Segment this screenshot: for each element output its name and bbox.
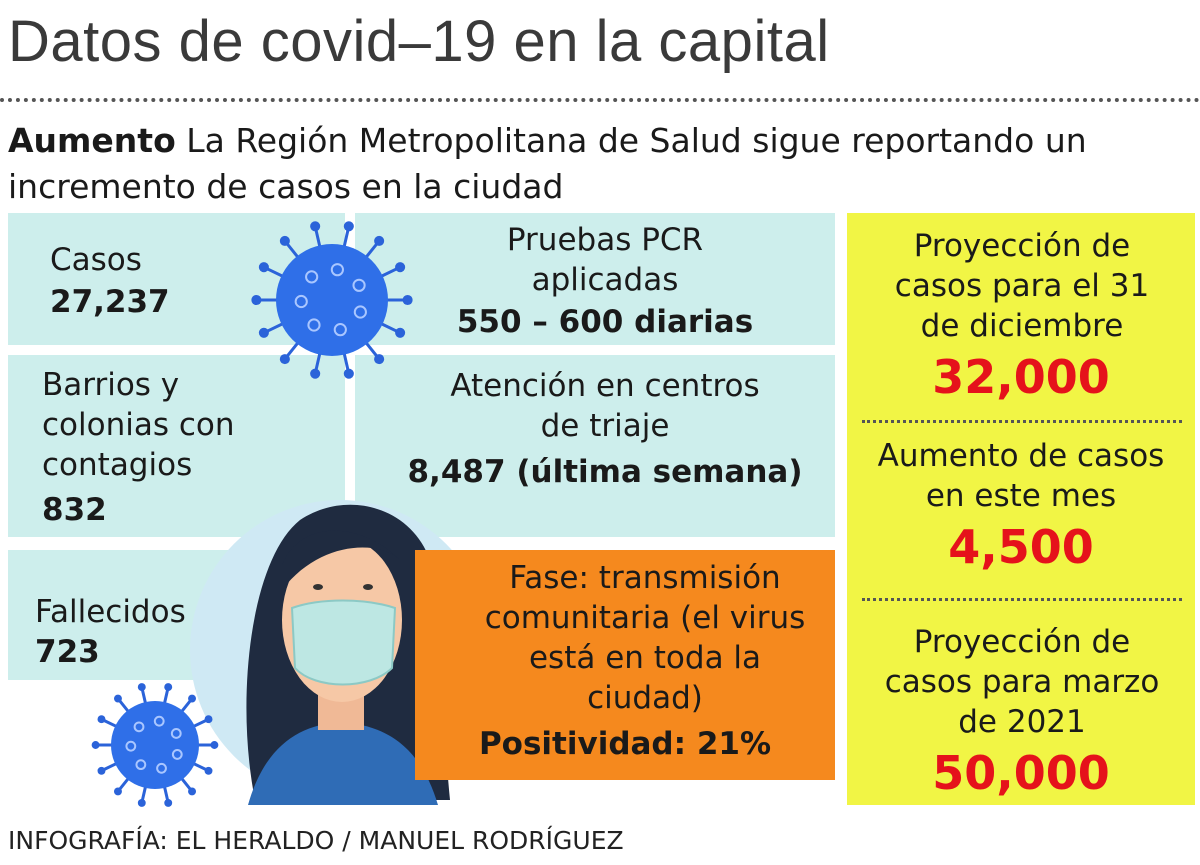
- panel-label: Pruebas PCR aplicadas: [506, 222, 704, 298]
- virus-part: [343, 221, 354, 232]
- shirt: [248, 722, 438, 805]
- virus-part: [125, 740, 137, 752]
- panel-value: 723: [35, 634, 100, 670]
- virus-part: [330, 263, 344, 277]
- virus-part: [258, 262, 269, 273]
- subtitle: La Región Metropolitana de Salud sigue r…: [8, 121, 1087, 206]
- eye: [313, 584, 323, 590]
- virus-part: [333, 323, 347, 337]
- virus-icon: [251, 221, 413, 379]
- virus-part: [97, 766, 106, 775]
- panel-value: 8,487 (última semana): [407, 454, 803, 490]
- panel-bg: [355, 213, 835, 345]
- panel-value: 832: [42, 492, 107, 528]
- virus-part: [164, 798, 173, 807]
- virus-part: [294, 294, 308, 309]
- virus-part: [402, 294, 413, 306]
- panel-value: Positividad: 21%: [478, 726, 772, 762]
- virus-part: [276, 244, 388, 356]
- virus-part: [111, 701, 199, 789]
- virus-part: [310, 221, 321, 232]
- virus-part: [374, 354, 385, 365]
- panel-value: 27,237: [50, 284, 170, 320]
- sidebar-label: Proyección de casos para marzo de 2021: [884, 624, 1160, 740]
- fringe: [282, 530, 400, 590]
- virus-part: [164, 683, 173, 692]
- divider: [0, 98, 1200, 102]
- panel-bg: [355, 355, 835, 537]
- virus-part: [395, 262, 406, 273]
- virus-icon: [91, 683, 219, 807]
- panel-label: Casos: [50, 242, 142, 278]
- virus-part: [251, 294, 262, 306]
- title: Datos de covid–19 en la capital: [8, 9, 830, 74]
- panel-value: 550 – 600 diarias: [456, 304, 754, 340]
- virus-part: [279, 235, 290, 246]
- virus-part: [353, 305, 367, 319]
- virus-part: [114, 787, 122, 796]
- mask: [290, 599, 397, 686]
- virus-part: [97, 715, 106, 724]
- virus-part: [210, 741, 219, 749]
- virus-part: [153, 715, 165, 727]
- sidebar-value: 4,500: [948, 520, 1094, 574]
- virus-part: [204, 715, 213, 724]
- panel-label: Fallecidos: [35, 594, 186, 630]
- virus-part: [305, 270, 319, 284]
- virus-part: [188, 787, 196, 796]
- phase-panel: [415, 550, 835, 780]
- sidebar: [847, 213, 1195, 805]
- virus-part: [91, 741, 100, 749]
- virus-part: [170, 728, 182, 739]
- credit: INFOGRAFÍA: EL HERALDO / MANUEL RODRÍGUE…: [8, 826, 624, 855]
- subtitle-block: Aumento La Región Metropolitana de Salud…: [8, 118, 1178, 210]
- virus-part: [171, 749, 183, 760]
- virus-part: [395, 327, 406, 338]
- virus-part: [188, 694, 196, 703]
- sidebar-label: Proyección de casos para el 31 de diciem…: [894, 228, 1150, 344]
- virus-part: [307, 318, 321, 332]
- sidebar-label: Aumento de casos en este mes: [877, 438, 1165, 514]
- virus-part: [137, 798, 146, 807]
- virus-part: [133, 721, 145, 733]
- sidebar-value: 50,000: [932, 746, 1110, 800]
- virus-part: [352, 278, 366, 292]
- panel-label: Barrios y colonias con contagios: [42, 367, 235, 483]
- divider: [862, 420, 1182, 423]
- panel-label: Fase: transmisión comunitaria (el virus …: [484, 560, 806, 716]
- virus-part: [156, 762, 167, 774]
- virus-part: [114, 694, 122, 703]
- virus-part: [310, 368, 321, 379]
- virus-part: [204, 766, 213, 775]
- divider: [862, 598, 1182, 601]
- sidebar-value: 32,000: [932, 350, 1110, 404]
- virus-part: [258, 327, 269, 338]
- virus-part: [343, 368, 354, 379]
- virus-part: [137, 683, 146, 692]
- virus-part: [279, 354, 290, 365]
- virus-part: [135, 759, 147, 771]
- eye: [363, 584, 373, 590]
- panel-bg: [8, 355, 345, 537]
- panel-label: Atención en centros de triaje: [450, 368, 760, 444]
- virus-part: [374, 235, 385, 246]
- lead: Aumento: [8, 121, 176, 160]
